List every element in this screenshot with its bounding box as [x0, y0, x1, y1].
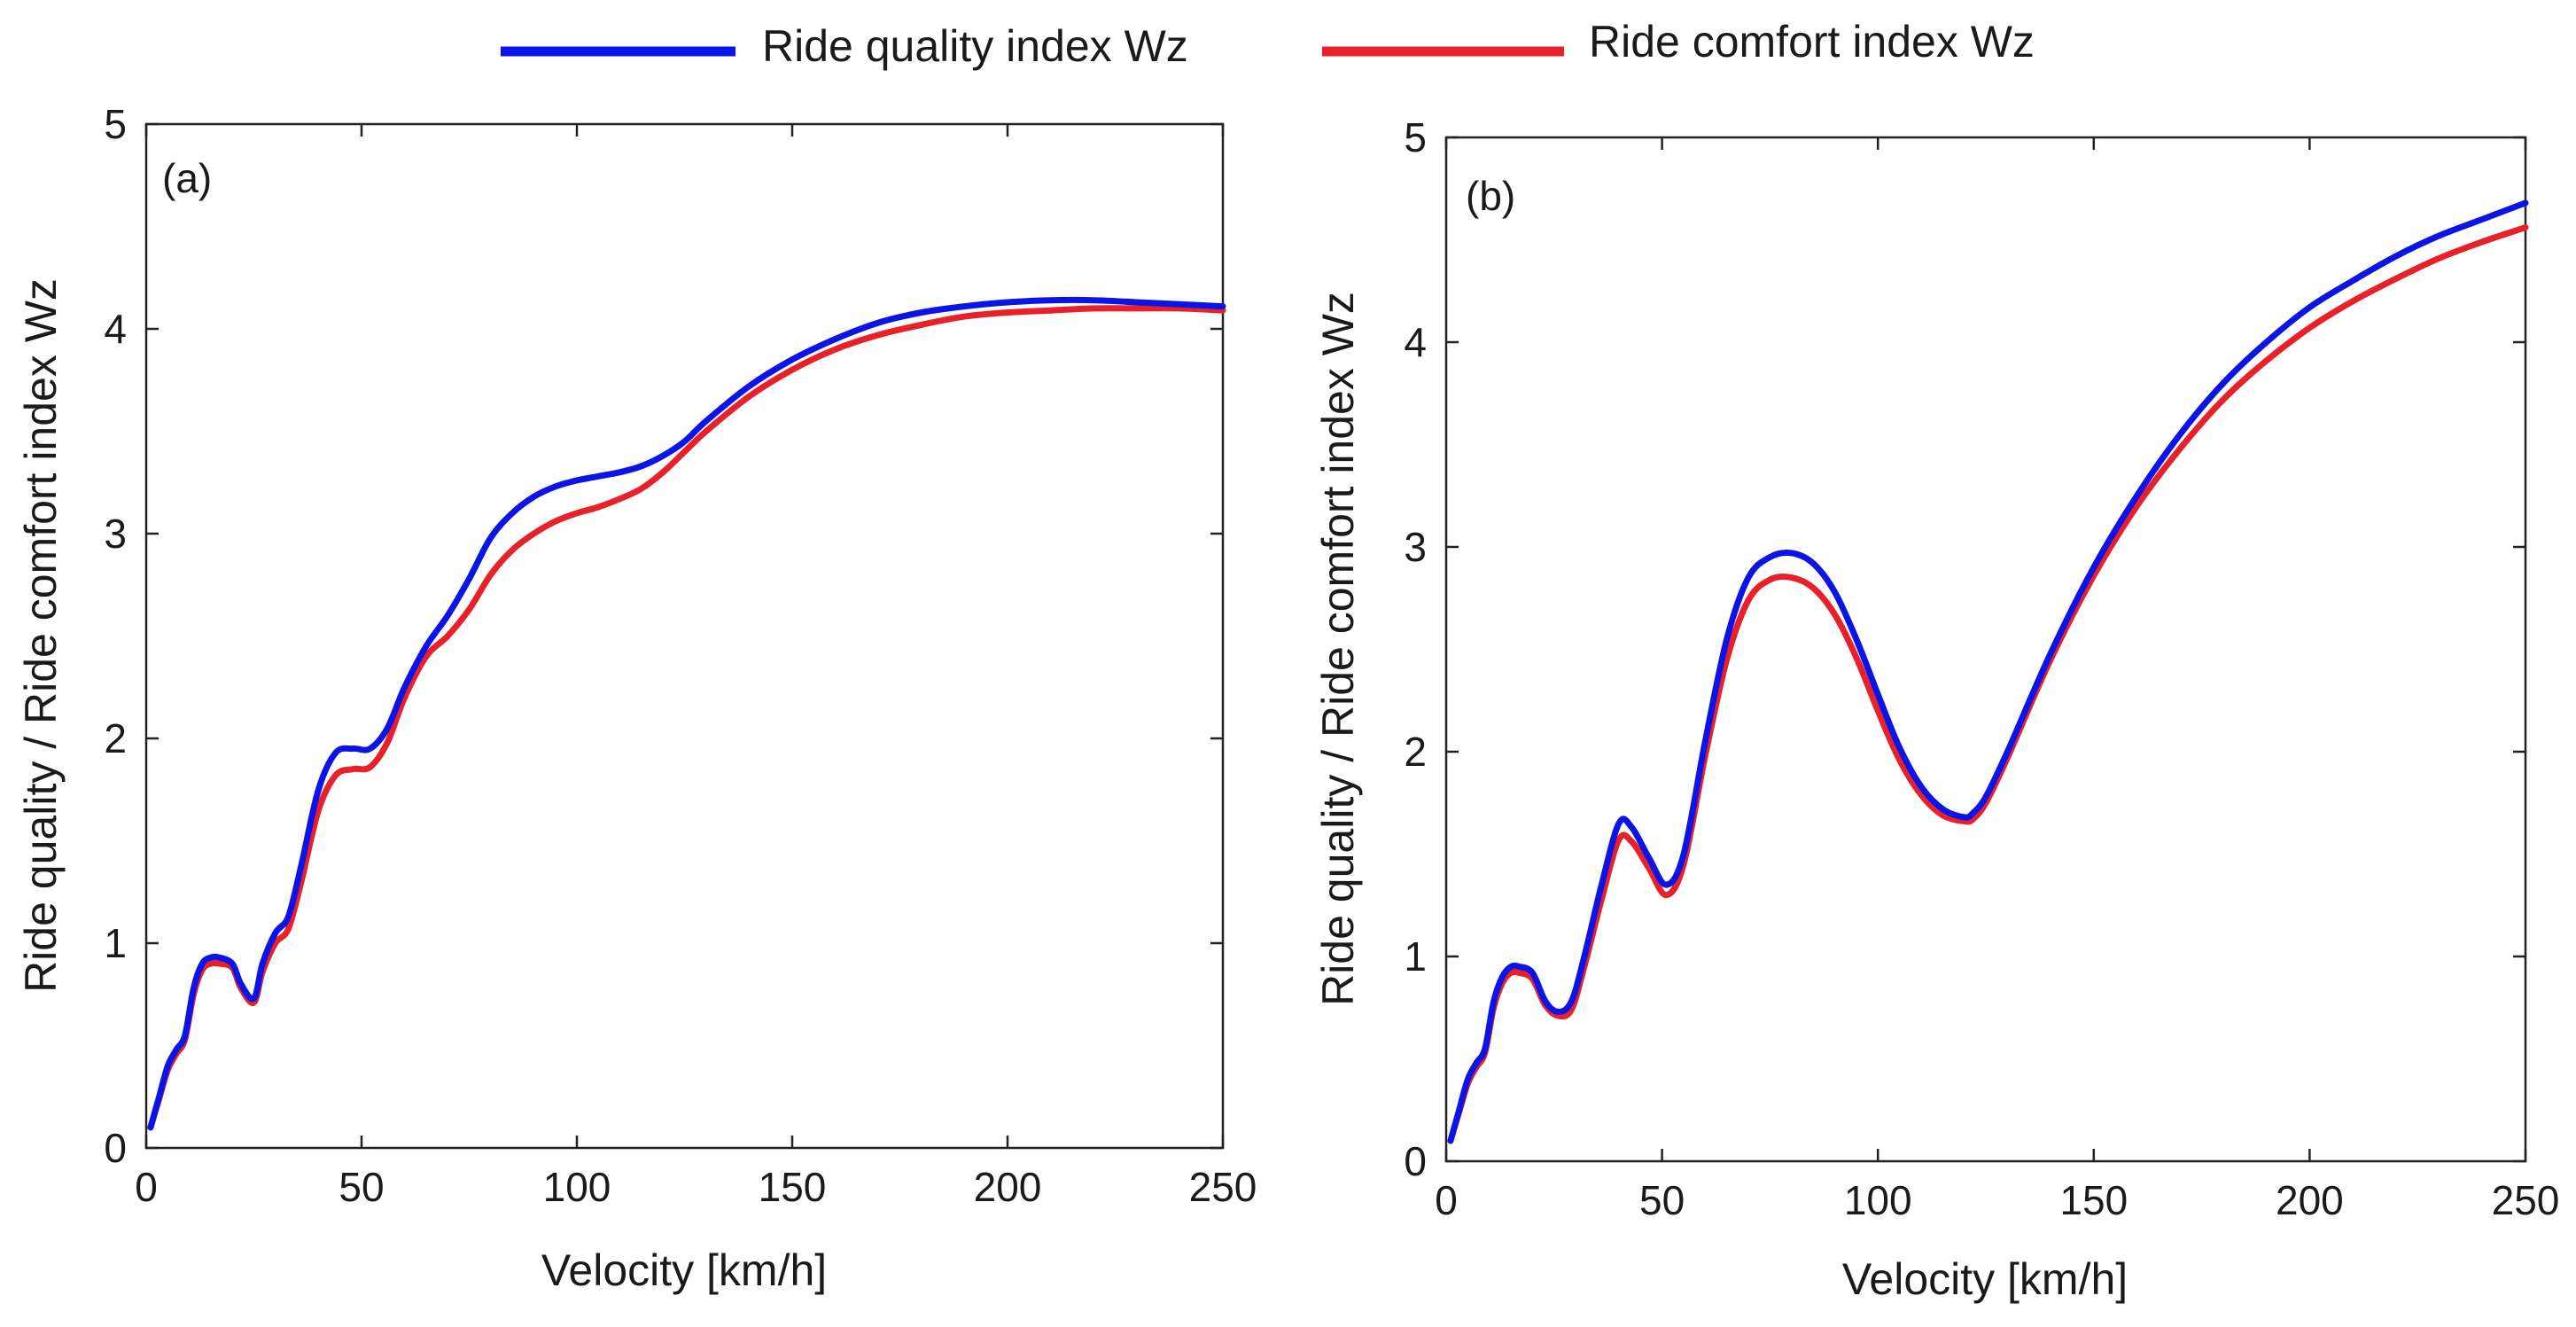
legend: Ride quality index Wz Ride comfort index… [501, 17, 2035, 71]
legend-label-ride-comfort: Ride comfort index Wz [1589, 17, 2035, 66]
y-tick-label: 1 [1404, 933, 1427, 980]
plot-frame-b [1444, 136, 2527, 1163]
x-tick-label: 50 [1639, 1177, 1685, 1223]
axis-ticks-b: 0 50 100 150 200 250 0 1 2 3 4 5 [1404, 114, 2559, 1223]
series-line-ride-quality [147, 296, 1226, 1131]
y-tick-label: 5 [1404, 114, 1427, 160]
legend-label-ride-quality: Ride quality index Wz [762, 21, 1188, 71]
y-tick-label: 0 [104, 1125, 127, 1171]
x-tick-label: 0 [135, 1164, 158, 1210]
series-line-ride-comfort [147, 305, 1226, 1131]
panel-label-a: (a) [162, 155, 212, 201]
x-axis-title-a: Velocity [km/h] [541, 1245, 827, 1295]
x-tick-label: 0 [1435, 1177, 1458, 1223]
x-tick-label: 150 [2059, 1177, 2128, 1223]
x-tick-label: 100 [1844, 1177, 1912, 1223]
chart-panel-b: 0 50 100 150 200 250 0 1 2 3 4 5 (b) Velocity [km/h… [1313, 114, 2559, 1304]
chart-panel-a: 0 50 100 150 200 250 0 1 2 3 4 5 (a) Velocity [km/h… [16, 101, 1257, 1295]
y-tick-label: 0 [1404, 1138, 1427, 1184]
x-tick-label: 100 [543, 1164, 611, 1210]
x-tick-label: 200 [2276, 1177, 2344, 1223]
y-tick-label: 2 [104, 715, 127, 761]
series-line-ride-comfort [1447, 224, 2529, 1144]
series-group-a [147, 296, 1226, 1131]
y-tick-label: 4 [104, 306, 127, 352]
x-tick-label: 150 [759, 1164, 827, 1210]
series-line-ride-quality [1447, 199, 2529, 1144]
axis-ticks-a: 0 50 100 150 200 250 0 1 2 3 4 5 [104, 101, 1257, 1210]
panel-label-b: (b) [1466, 173, 1515, 219]
y-axis-title-b: Ride quality / Ride comfort index Wz [1313, 292, 1363, 1006]
plot-frame-a [144, 122, 1225, 1150]
x-tick-label: 250 [2492, 1177, 2560, 1223]
y-tick-label: 4 [1404, 319, 1427, 365]
y-tick-label: 5 [104, 101, 127, 147]
x-axis-title-b: Velocity [km/h] [1842, 1254, 2128, 1304]
y-tick-label: 1 [104, 920, 127, 966]
x-tick-label: 250 [1189, 1164, 1257, 1210]
y-tick-label: 3 [1404, 524, 1427, 570]
y-tick-label: 2 [1404, 729, 1427, 775]
y-axis-title-a: Ride quality / Ride comfort index Wz [16, 278, 66, 993]
series-group-b [1447, 199, 2529, 1144]
x-tick-label: 200 [974, 1164, 1042, 1210]
y-tick-label: 3 [104, 511, 127, 557]
x-tick-label: 50 [339, 1164, 384, 1210]
